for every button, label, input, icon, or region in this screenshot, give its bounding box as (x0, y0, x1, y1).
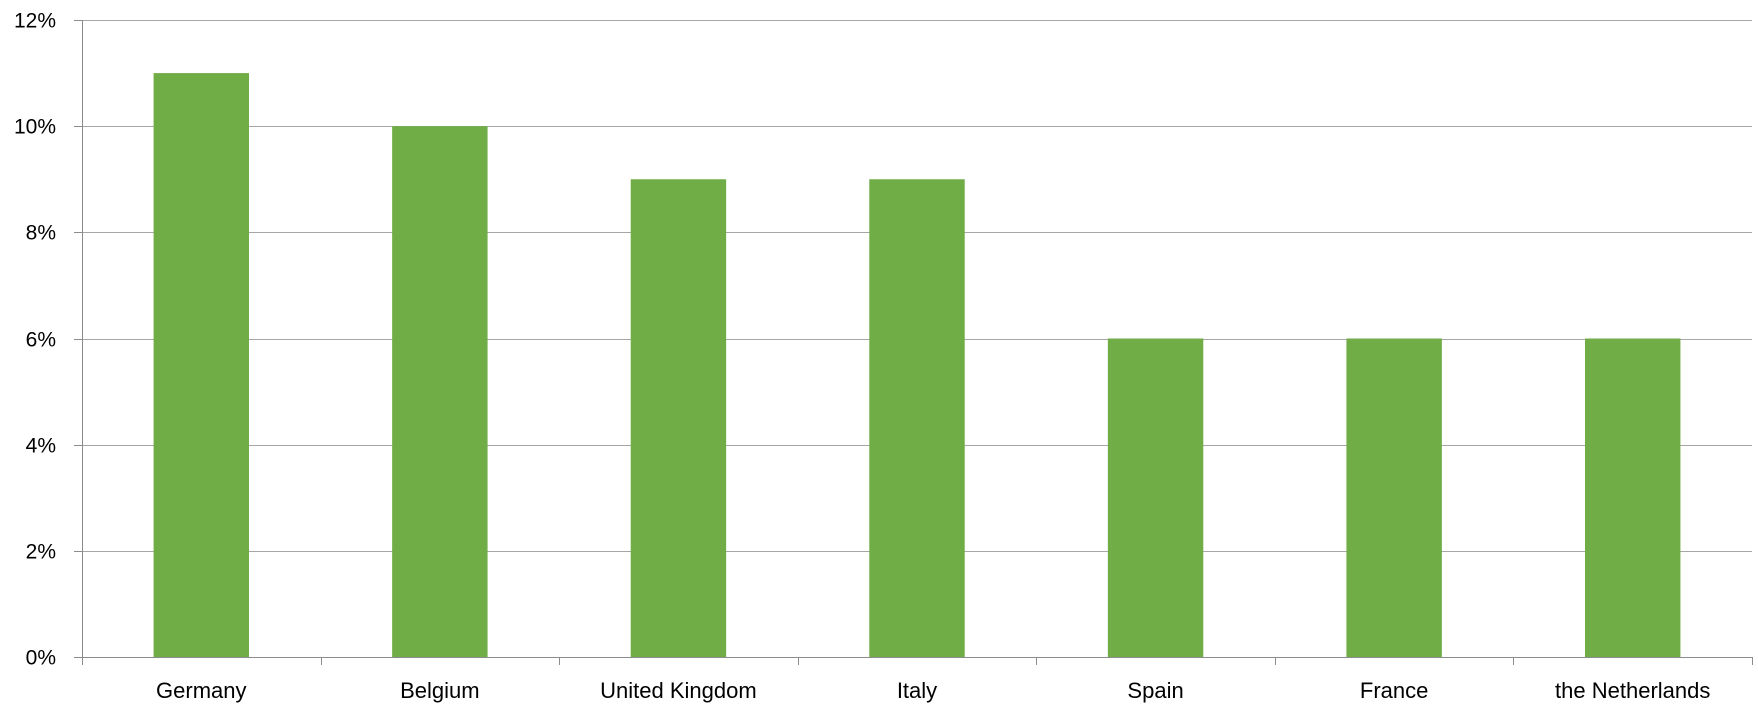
x-tick-label: the Netherlands (1555, 678, 1710, 703)
x-tick-label: Spain (1127, 678, 1183, 703)
bar (1346, 338, 1442, 657)
x-tick-labels: Germany Belgium United Kingdom Italy Spain Fr… (156, 678, 1710, 703)
bars (153, 73, 1681, 658)
bar (869, 179, 965, 657)
y-tick-label: 2% (26, 541, 56, 564)
x-tick-label: Germany (156, 678, 246, 703)
x-tick-label: Italy (897, 678, 937, 703)
y-tick-label: 6% (26, 329, 56, 352)
y-tick-label: 4% (26, 435, 56, 458)
x-tick-label: United Kingdom (600, 678, 757, 703)
bar (1585, 338, 1681, 657)
bar (153, 73, 249, 658)
bar (630, 179, 727, 657)
bar (1107, 338, 1204, 657)
axes (74, 20, 1753, 665)
y-tick-labels: 0% 2% 4% 6% 8% 10% 12% (14, 10, 56, 670)
y-tick-label: 0% (26, 647, 56, 670)
y-tick-label: 12% (14, 10, 56, 33)
y-tick-label: 8% (26, 222, 56, 245)
bar (392, 126, 488, 657)
x-tick-label: France (1360, 678, 1428, 703)
y-tick-label: 10% (14, 116, 56, 139)
x-tick-label: Belgium (400, 678, 479, 703)
